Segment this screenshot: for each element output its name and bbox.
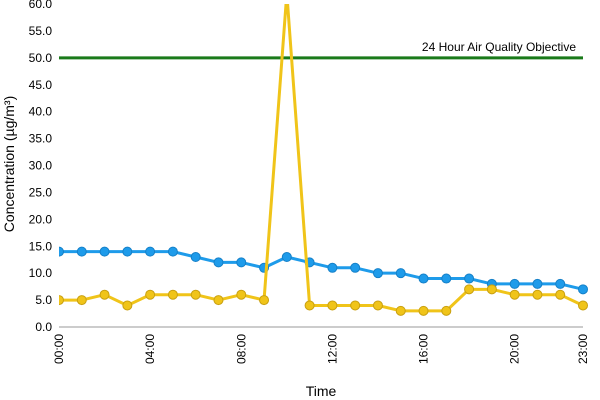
objective-label: 24 Hour Air Quality Objective: [422, 40, 576, 54]
series-1-point: [372, 268, 383, 279]
series-2-point: [441, 305, 452, 316]
y-axis-title: Concentration (µg/m³): [1, 96, 17, 232]
series-2-point: [464, 284, 475, 295]
series-1-point: [327, 262, 338, 273]
y-tick-label: 40.0: [29, 105, 53, 119]
series-2-point: [372, 300, 383, 311]
series-2-point: [350, 300, 361, 311]
series-2-point: [509, 289, 520, 300]
series-1-line: [59, 250, 584, 291]
series-2-point: [236, 289, 247, 300]
series-2-point: [395, 305, 406, 316]
x-tick-label: 16:00: [417, 334, 431, 364]
series-2-point: [304, 300, 315, 311]
series-1-point: [76, 246, 87, 257]
series-1-point: [236, 257, 247, 268]
x-tick-label: 04:00: [143, 334, 157, 364]
series-1-point: [395, 268, 406, 279]
series-1-point: [281, 252, 292, 263]
x-tick-label: 23:00: [576, 334, 590, 364]
series-1-point: [441, 273, 452, 284]
y-tick-label: 5.0: [35, 293, 52, 307]
series-2-point: [327, 300, 338, 311]
reference-line-group: 24 Hour Air Quality Objective: [59, 40, 583, 60]
series-1-point: [167, 246, 178, 257]
series-1-point: [418, 273, 429, 284]
series-1-point: [578, 284, 588, 295]
series-1-point: [555, 278, 566, 289]
y-tick-label: 35.0: [29, 132, 53, 146]
y-tick-label: 45.0: [29, 78, 53, 92]
series-1-point: [122, 246, 133, 257]
y-axis-ticks: 0.0 5.0 10.0 15.0 20.0 25.0 30.0 35.0 40.0 45.0 50…: [29, 0, 53, 334]
series-1-point: [509, 278, 520, 289]
series-1-point: [350, 262, 361, 273]
y-tick-label: 25.0: [29, 185, 53, 199]
y-tick-label: 60.0: [29, 0, 53, 11]
series-1-point: [145, 246, 156, 257]
series-1-point: [190, 252, 201, 263]
series-2-point: [418, 305, 429, 316]
series-1-point: [532, 278, 543, 289]
series-2-point: [122, 300, 133, 311]
y-tick-label: 0.0: [35, 320, 52, 334]
x-tick-label: 08:00: [234, 334, 248, 364]
series-2-point: [259, 295, 270, 306]
series-2-point: [555, 289, 566, 300]
x-axis-ticks: 00:00 04:00 08:00 12:00 16:00 20:00 23:00: [52, 334, 590, 364]
x-tick-label: 00:00: [52, 334, 66, 364]
series-1-point: [213, 257, 224, 268]
x-tick-label: 20:00: [508, 334, 522, 364]
series-2-point: [486, 284, 497, 295]
series-2-point: [59, 295, 64, 306]
series-2-point: [99, 289, 110, 300]
series-2-point: [76, 295, 87, 306]
y-tick-label: 15.0: [29, 239, 53, 253]
y-tick-label: 30.0: [29, 159, 53, 173]
y-tick-label: 50.0: [29, 51, 53, 65]
series-1-point: [464, 273, 475, 284]
series-2-point: [190, 289, 201, 300]
x-axis-title: Time: [306, 383, 337, 399]
series-2-point: [532, 289, 543, 300]
series-2-point: [578, 300, 588, 311]
series-1-point: [59, 246, 64, 257]
y-tick-label: 55.0: [29, 24, 53, 38]
x-tick-label: 12:00: [325, 334, 339, 364]
series-1-point: [99, 246, 110, 257]
y-tick-label: 20.0: [29, 212, 53, 226]
series-2-point: [213, 295, 224, 306]
y-tick-label: 10.0: [29, 266, 53, 280]
series-2-point: [167, 289, 178, 300]
series-group: [59, 4, 588, 316]
series-2-point: [145, 289, 156, 300]
